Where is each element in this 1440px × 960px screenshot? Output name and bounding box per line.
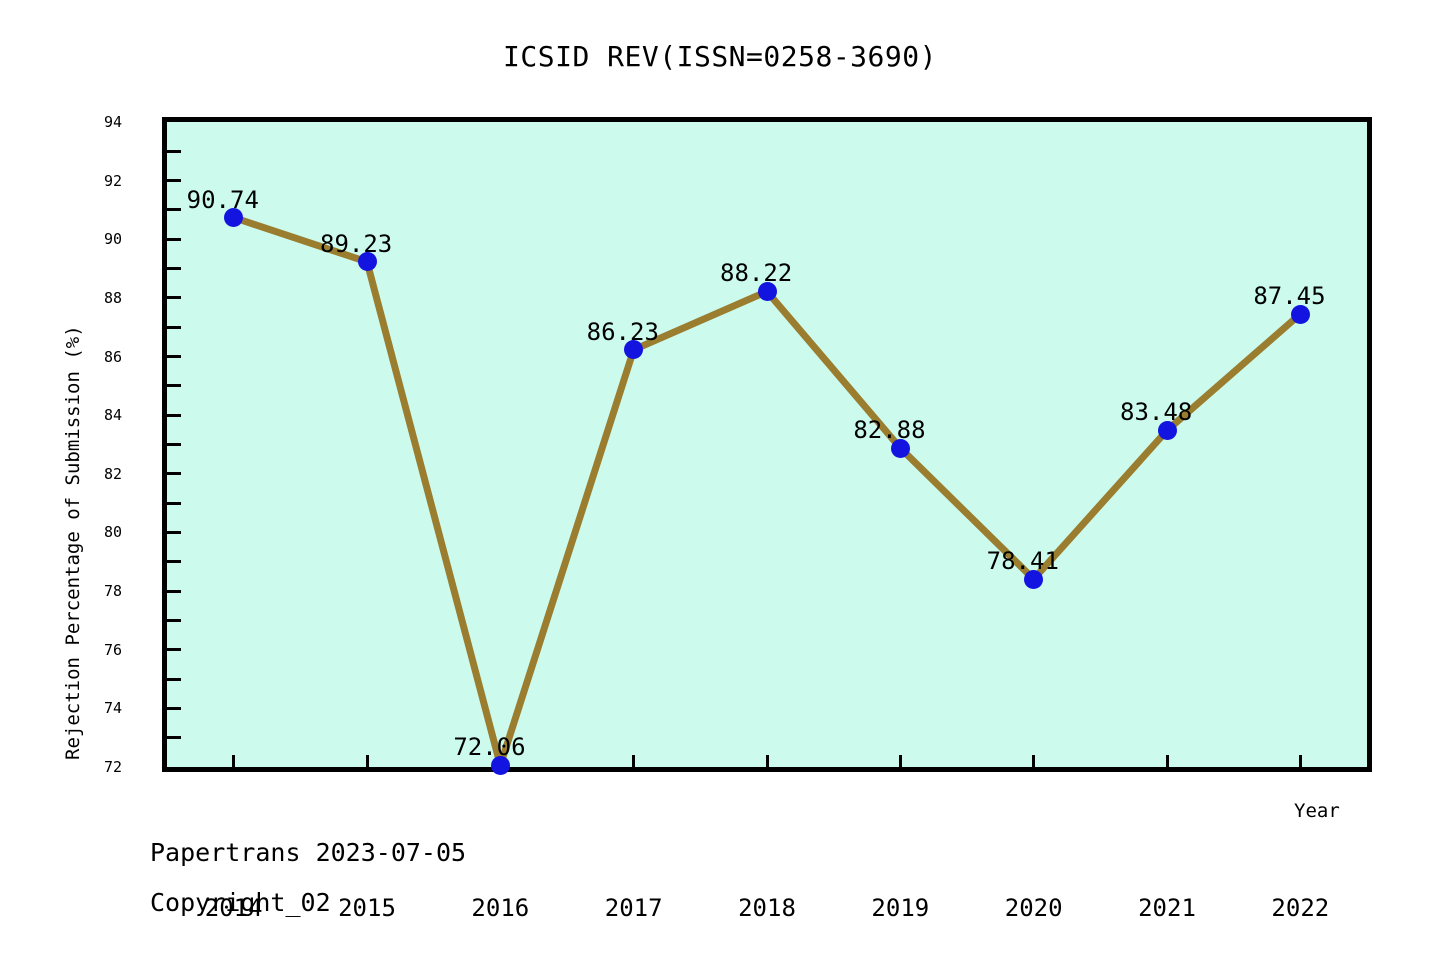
y-tick-mark <box>167 237 181 241</box>
x-tick-label: 2022 <box>1271 894 1330 922</box>
data-point-marker[interactable] <box>624 340 644 360</box>
data-point-label: 90.74 <box>186 185 259 214</box>
y-tick-mark <box>167 296 181 300</box>
x-tick-label: 2019 <box>871 894 930 922</box>
y-tick-mark-minor <box>167 736 181 740</box>
x-tick-mark <box>1298 755 1302 767</box>
y-tick-label: 86 <box>103 347 122 366</box>
y-tick-mark <box>167 472 181 476</box>
y-tick-label: 82 <box>103 464 122 483</box>
x-tick-mark <box>365 755 369 767</box>
footer-papertrans: Papertrans 2023-07-05 <box>150 838 467 867</box>
x-tick-label: 2014 <box>204 894 263 922</box>
y-tick-mark-minor <box>167 267 181 271</box>
y-tick-label: 80 <box>103 523 122 542</box>
y-tick-mark <box>167 530 181 534</box>
y-tick-mark <box>167 355 181 359</box>
chart-title: ICSID REV(ISSN=0258-3690) <box>503 40 937 73</box>
y-axis-title: Rejection Percentage of Submission (%) <box>62 325 84 760</box>
x-tick-mark <box>632 755 636 767</box>
y-tick-label: 76 <box>103 640 122 659</box>
x-tick-label: 2015 <box>338 894 396 922</box>
x-axis-title: Year <box>1294 800 1340 822</box>
plot-area: 90.74 89.23 72.06 86.23 88.22 82.88 78.41 83.48… <box>104 113 1372 922</box>
data-point-label: 86.23 <box>586 317 659 346</box>
data-point-label: 89.23 <box>320 229 393 258</box>
y-tick-mark-minor <box>167 560 181 564</box>
data-point-marker[interactable] <box>357 252 377 272</box>
x-tick-mark <box>1032 755 1036 767</box>
footer-copyright: Copyright_02 <box>150 888 331 917</box>
y-tick-mark <box>167 589 181 593</box>
data-point-marker[interactable] <box>1024 569 1044 589</box>
x-tick-mark <box>898 755 902 767</box>
x-tick-mark <box>232 755 236 767</box>
data-point-label: 78.41 <box>986 547 1059 576</box>
x-tick-label: 2020 <box>1004 894 1063 922</box>
x-tick-mark <box>1165 755 1169 767</box>
y-tick-mark-minor <box>167 501 181 505</box>
x-tick-label: 2016 <box>471 894 530 922</box>
data-point-label: 72.06 <box>453 733 526 762</box>
y-tick-label: 74 <box>103 699 122 718</box>
data-point-label: 88.22 <box>720 259 793 288</box>
y-tick-mark <box>167 706 181 710</box>
y-tick-mark <box>167 648 181 652</box>
y-tick-mark <box>167 413 181 417</box>
y-tick-label: 94 <box>103 113 122 131</box>
y-tick-mark-minor <box>167 618 181 622</box>
plot-inner: 90.74 89.23 72.06 86.23 88.22 82.88 78.41 83.48… <box>167 122 1367 775</box>
data-point-marker[interactable] <box>890 438 910 458</box>
data-point-label: 82.88 <box>853 416 926 445</box>
y-tick-mark-minor <box>167 677 181 681</box>
y-tick-mark <box>167 179 181 183</box>
y-tick-label: 72 <box>103 758 122 776</box>
y-tick-mark-minor <box>167 325 181 329</box>
y-tick-label: 84 <box>103 406 122 425</box>
data-point-label: 83.48 <box>1120 398 1193 427</box>
x-tick-mark <box>765 755 769 767</box>
x-tick-label: 2017 <box>604 894 663 922</box>
y-tick-label: 78 <box>103 582 122 601</box>
y-tick-mark-minor <box>167 208 181 212</box>
x-tick-label: 2018 <box>738 894 796 922</box>
y-tick-label: 90 <box>103 230 122 249</box>
y-tick-mark-minor <box>167 443 181 446</box>
data-point-marker[interactable] <box>757 281 777 301</box>
data-point-marker[interactable] <box>1290 304 1310 324</box>
data-point-label: 87.45 <box>1253 282 1326 311</box>
y-tick-mark-minor <box>167 384 181 388</box>
series-line <box>230 214 1304 769</box>
y-tick-label: 88 <box>103 288 122 307</box>
data-point-marker[interactable] <box>1157 420 1177 440</box>
y-tick-mark-minor <box>167 149 181 153</box>
data-point-marker[interactable] <box>490 755 510 775</box>
x-tick-label: 2021 <box>1138 894 1196 922</box>
data-point-marker[interactable] <box>224 208 244 228</box>
y-tick-label: 92 <box>103 171 122 190</box>
